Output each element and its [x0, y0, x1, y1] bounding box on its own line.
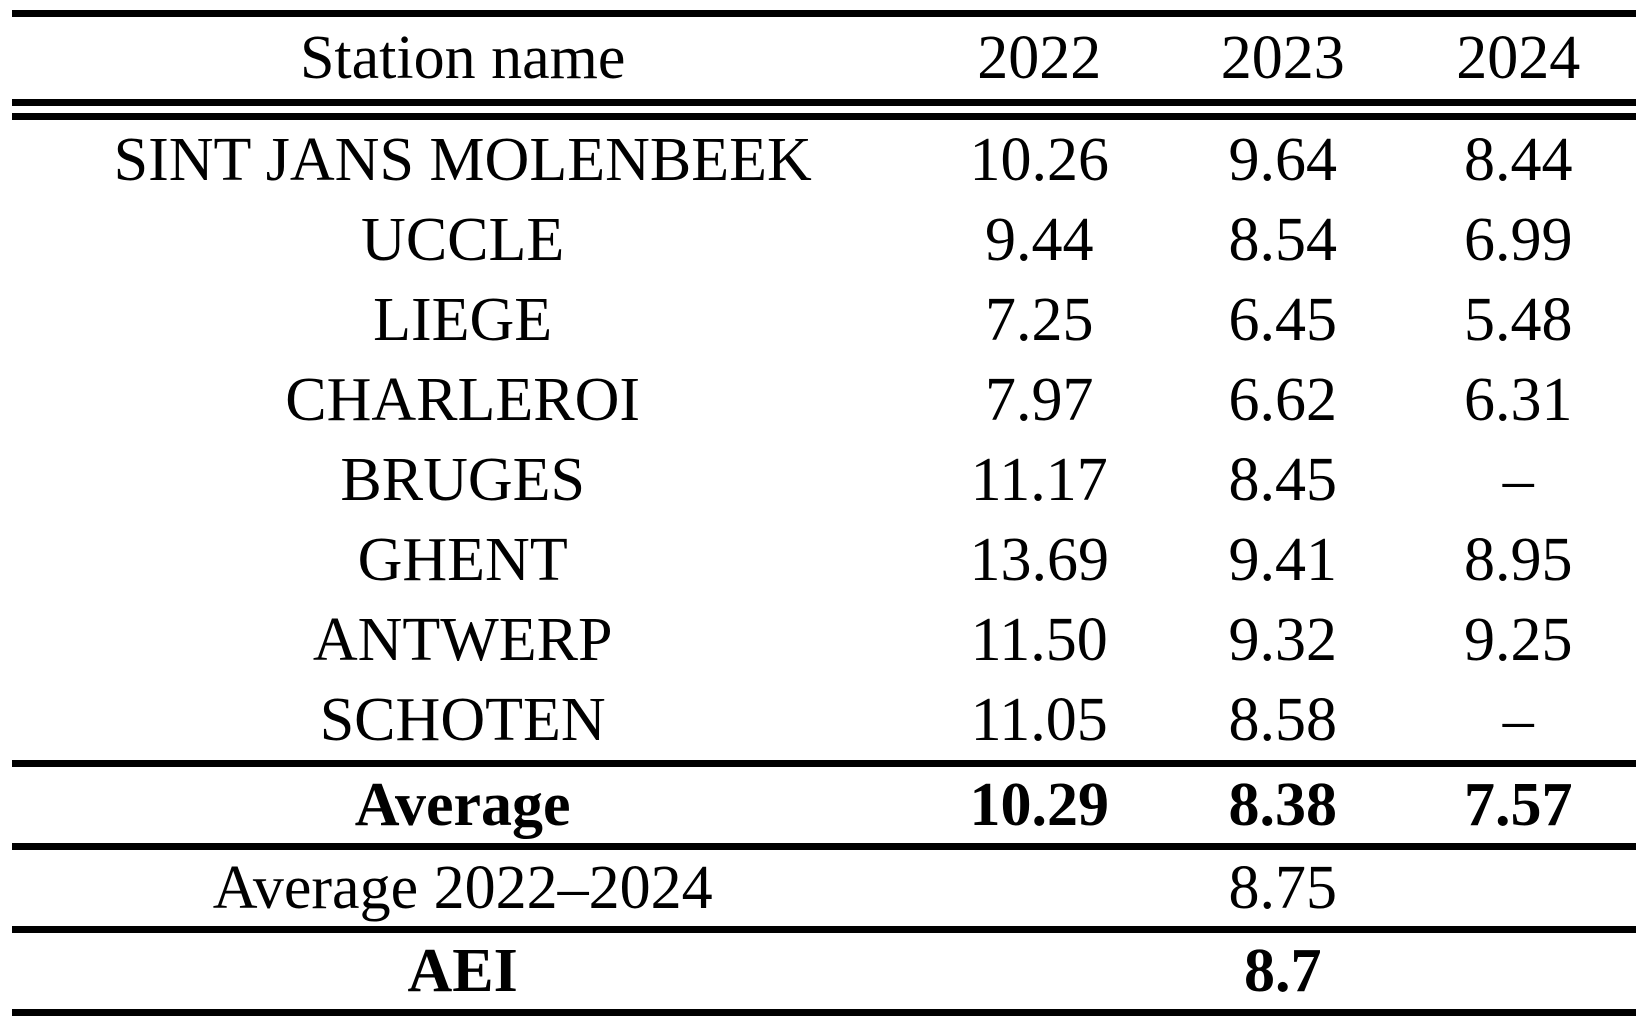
double-rule-divider — [12, 99, 1636, 120]
average-value-2024: 7.57 — [1400, 760, 1636, 847]
stations-aqi-table: Station name 2022 2023 2024 SINT JANS MO… — [12, 10, 1636, 1016]
value-cell-2022: 7.97 — [984, 366, 1094, 434]
average-value-2022: 10.29 — [913, 760, 1166, 847]
average-row: Average 10.29 8.38 7.57 — [12, 760, 1636, 847]
value-cell-2023: 6.62 — [1228, 366, 1338, 434]
table-row: BRUGES 11.17 8.45 – — [12, 440, 1636, 520]
table-row: UCCLE 9.44 8.54 6.99 — [12, 200, 1636, 280]
column-header-2023: 2023 — [1220, 24, 1345, 92]
table-row: SCHOTEN 11.05 8.58 – — [12, 680, 1636, 764]
value-cell-2024: 9.25 — [1464, 606, 1573, 674]
value-cell-2024: 8.44 — [1464, 126, 1573, 194]
value-cell-2024: 6.31 — [1464, 366, 1573, 434]
value-cell-2023: 8.54 — [1228, 206, 1338, 274]
average-range-row: Average 2022–2024 8.75 — [12, 843, 1636, 930]
value-cell-2023: 9.32 — [1228, 606, 1338, 674]
station-name-cell: CHARLEROI — [285, 366, 641, 434]
table-row: CHARLEROI 7.97 6.62 6.31 — [12, 360, 1636, 440]
value-cell-2024: 6.99 — [1464, 206, 1573, 274]
value-cell-2024: – — [1502, 686, 1534, 754]
value-cell-2023: 8.58 — [1228, 686, 1338, 754]
table-row: SINT JANS MOLENBEEK 10.26 9.64 8.44 — [12, 117, 1636, 201]
station-name-cell: UCCLE — [361, 206, 565, 274]
aei-label: AEI — [12, 926, 914, 1013]
station-name-cell: GHENT — [357, 526, 568, 594]
value-cell-2023: 8.45 — [1228, 446, 1338, 514]
column-header-station-name: Station name — [299, 24, 626, 92]
station-name-cell: SCHOTEN — [319, 686, 606, 754]
table-row: ANTWERP 11.50 9.32 9.25 — [12, 600, 1636, 680]
empty-cell — [1400, 843, 1636, 930]
header-row: Station name 2022 2023 2024 — [12, 14, 1636, 103]
value-cell-2022: 10.26 — [969, 126, 1109, 194]
value-cell-2023: 9.64 — [1228, 126, 1338, 194]
empty-cell — [913, 926, 1166, 1013]
value-cell-2022: 13.69 — [969, 526, 1109, 594]
aei-row: AEI 8.7 — [12, 926, 1636, 1013]
aei-value: 8.7 — [1165, 926, 1401, 1013]
value-cell-2022: 11.50 — [970, 606, 1108, 674]
average-label: Average — [12, 760, 914, 847]
value-cell-2022: 7.25 — [984, 286, 1094, 354]
value-cell-2022: 11.17 — [970, 446, 1108, 514]
value-cell-2023: 6.45 — [1228, 286, 1338, 354]
average-value-2023: 8.38 — [1165, 760, 1401, 847]
table-row: GHENT 13.69 9.41 8.95 — [12, 520, 1636, 600]
station-name-cell: BRUGES — [340, 446, 585, 514]
empty-cell — [913, 843, 1166, 930]
value-cell-2024: 5.48 — [1464, 286, 1573, 354]
value-cell-2022: 9.44 — [984, 206, 1094, 274]
table-row: LIEGE 7.25 6.45 5.48 — [12, 280, 1636, 360]
average-range-label: Average 2022–2024 — [12, 843, 914, 930]
column-header-2024: 2024 — [1456, 24, 1581, 92]
station-name-cell: LIEGE — [373, 286, 553, 354]
column-header-2022: 2022 — [977, 24, 1102, 92]
value-cell-2024: – — [1502, 446, 1534, 514]
value-cell-2022: 11.05 — [970, 686, 1108, 754]
value-cell-2023: 9.41 — [1228, 526, 1338, 594]
station-name-cell: SINT JANS MOLENBEEK — [113, 126, 812, 194]
value-cell-2024: 8.95 — [1464, 526, 1573, 594]
station-name-cell: ANTWERP — [312, 606, 613, 674]
empty-cell — [1400, 926, 1636, 1013]
average-range-value: 8.75 — [1165, 843, 1401, 930]
